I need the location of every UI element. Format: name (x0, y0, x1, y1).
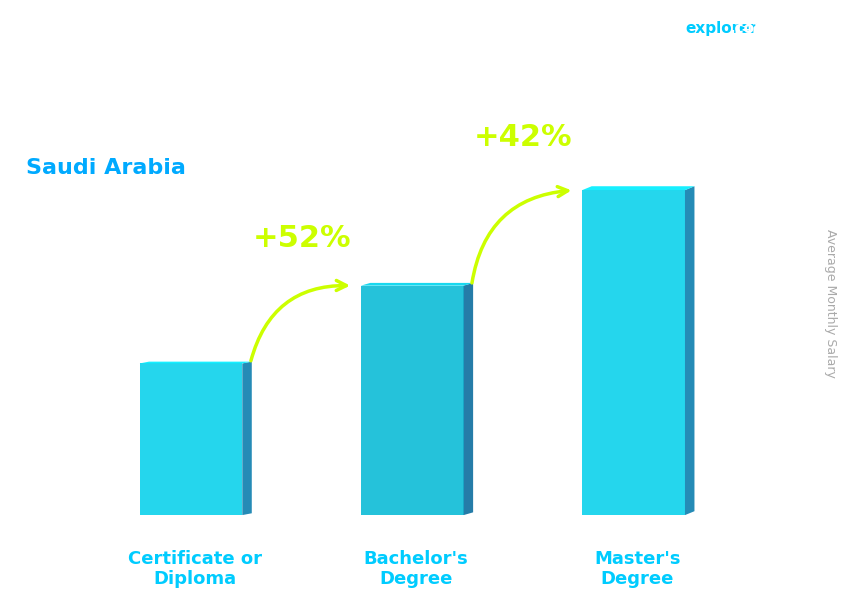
Polygon shape (361, 283, 473, 285)
Polygon shape (463, 283, 473, 515)
Text: 15,400 SAR: 15,400 SAR (61, 339, 187, 358)
Polygon shape (582, 186, 694, 190)
Polygon shape (361, 285, 463, 515)
Text: .com: .com (729, 21, 770, 36)
Text: ٭٭٭: ٭٭٭ (739, 56, 757, 65)
Text: +52%: +52% (252, 224, 351, 253)
FancyArrowPatch shape (251, 281, 346, 361)
Polygon shape (139, 364, 242, 515)
Text: Bachelor's
Degree: Bachelor's Degree (364, 550, 468, 588)
Text: Average Monthly Salary: Average Monthly Salary (824, 228, 837, 378)
Text: Saudi Arabia: Saudi Arabia (26, 158, 185, 178)
Polygon shape (242, 362, 252, 515)
Text: salary: salary (636, 21, 688, 36)
Text: salary: salary (772, 24, 824, 39)
Text: Certificate or
Diploma: Certificate or Diploma (128, 550, 262, 588)
Text: ——: —— (740, 78, 756, 86)
Polygon shape (685, 186, 694, 515)
Text: +42%: +42% (473, 122, 572, 152)
Text: 33,000 SAR: 33,000 SAR (504, 165, 629, 184)
Polygon shape (582, 190, 685, 515)
FancyArrowPatch shape (472, 187, 568, 283)
Text: explorer: explorer (685, 21, 757, 36)
Text: Salary Comparison By Education: Salary Comparison By Education (26, 42, 582, 72)
Polygon shape (139, 362, 252, 364)
Text: Claims Manager: Claims Manager (26, 109, 226, 129)
Text: Master's
Degree: Master's Degree (594, 550, 681, 588)
Text: 23,300 SAR: 23,300 SAR (282, 261, 408, 280)
